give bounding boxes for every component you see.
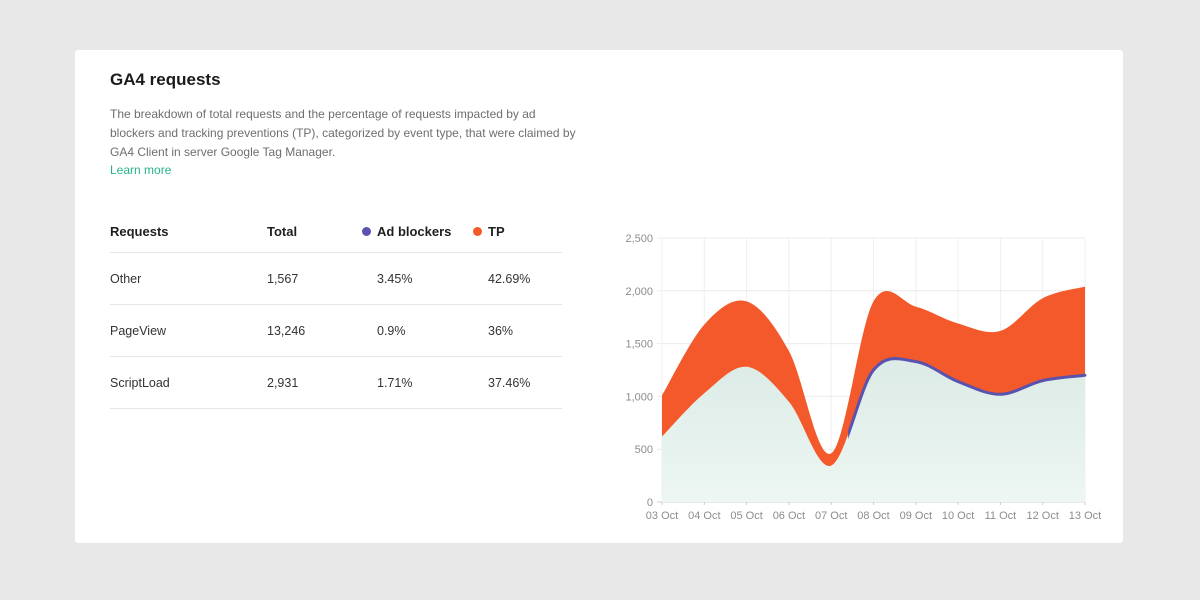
cell-total: 2,931 [267,375,299,390]
y-axis-label: 1,000 [625,391,653,403]
cell-ad-blockers: 3.45% [377,271,413,286]
cell-ad-blockers: 1.71% [377,375,413,390]
y-axis-label: 2,000 [625,286,653,298]
cell-tp: 37.46% [488,375,531,390]
tp-header-label: TP [488,223,505,239]
tp-legend-dot-icon [473,226,482,236]
x-axis-label: 05 Oct [730,510,762,522]
table-header-row: Requests Total Ad blockers TP [110,210,562,253]
cell-request-type: PageView [110,323,167,338]
column-header-tp: TP [473,224,562,239]
cell-total: 13,246 [267,323,306,338]
x-axis-label: 09 Oct [900,510,932,522]
requests-table: Requests Total Ad blockers TP Other 1,56… [110,210,562,409]
cell-tp: 42.69% [488,271,531,286]
requests-chart: 0 500 1,000 1,500 2,000 2,500 03 Oct 04 Oct 05 O… [605,228,1105,528]
table-row: ScriptLoad 2,931 1.71% 37.46% [110,357,562,409]
y-axis-label: 500 [635,444,653,456]
ad-blockers-area [662,358,1085,502]
y-axis-label: 2,500 [625,233,653,245]
card-description: The breakdown of total requests and the … [110,107,576,159]
table-row: PageView 13,246 0.9% 36% [110,305,562,357]
cell-ad-blockers: 0.9% [377,323,406,338]
ga4-requests-card: GA4 requests The breakdown of total requ… [75,50,1123,543]
x-axis-label: 03 Oct [646,510,678,522]
learn-more-link[interactable]: Learn more [110,163,172,177]
cell-tp: 36% [488,323,514,338]
x-axis-label: 12 Oct [1026,510,1058,522]
x-axis-label: 13 Oct [1069,510,1101,522]
column-header-ad-blockers: Ad blockers [362,224,488,239]
column-header-requests: Requests [110,223,169,239]
table-row: Other 1,567 3.45% 42.69% [110,253,562,305]
requests-area-chart: 0 500 1,000 1,500 2,000 2,500 03 Oct 04 Oct 05 O… [625,233,1101,522]
x-axis-label: 11 Oct [985,510,1017,522]
x-axis-label: 07 Oct [815,510,847,522]
cell-request-type: Other [110,271,142,286]
x-axis-label: 10 Oct [942,510,974,522]
cell-request-type: ScriptLoad [110,375,170,390]
column-header-total: Total [267,223,298,239]
ad-blockers-legend-dot-icon [362,226,371,236]
x-axis-label: 04 Oct [688,510,720,522]
y-axis-label: 0 [647,497,653,509]
ad-blockers-header-label: Ad blockers [377,223,452,239]
y-axis-label: 1,500 [625,339,653,351]
card-title: GA4 requests [110,70,221,89]
x-axis-label: 06 Oct [773,510,805,522]
x-axis-label: 08 Oct [857,510,889,522]
cell-total: 1,567 [267,271,299,286]
ad-blockers-line [848,357,1087,440]
